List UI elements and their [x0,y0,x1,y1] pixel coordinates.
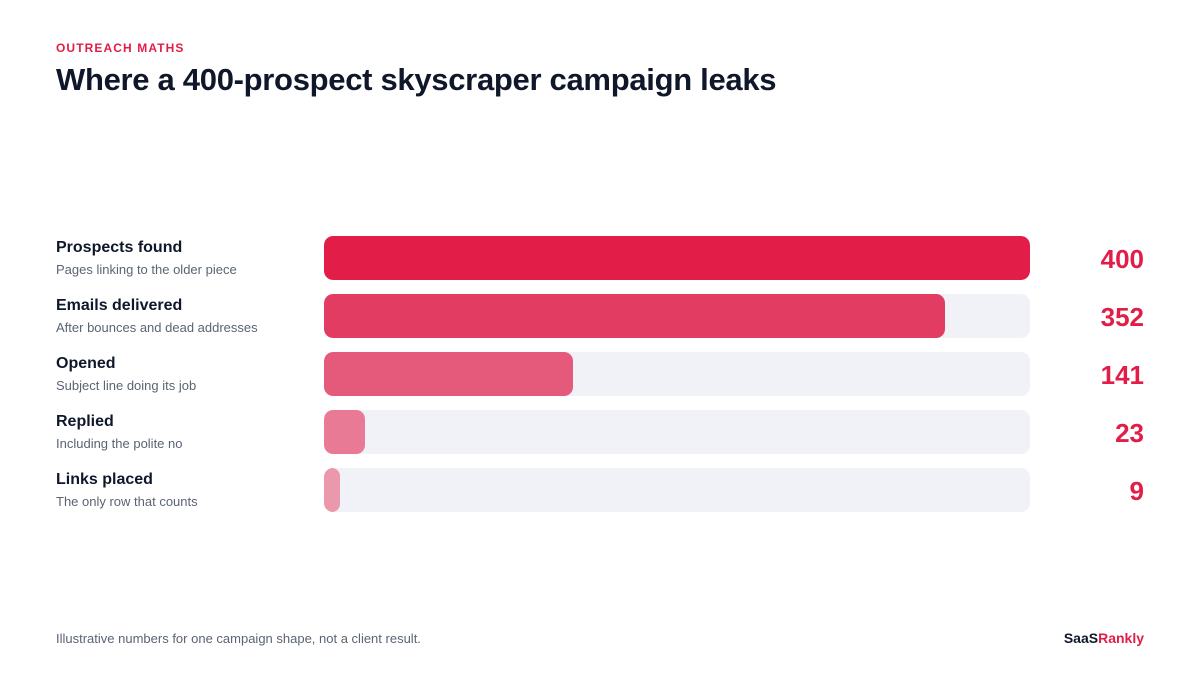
bar-category-subtitle: After bounces and dead addresses [56,320,258,335]
bar-label: Links placed The only row that counts [56,471,311,509]
bar-category-label: Opened [56,355,116,372]
bar-row: Emails delivered After bounces and dead a… [0,294,1200,338]
bar-category-label: Replied [56,413,114,430]
bar-label: Replied Including the polite no [56,413,311,451]
bar-row: Prospects found Pages linking to the olde… [0,236,1200,280]
bar-category-subtitle: Subject line doing its job [56,378,197,393]
eyebrow-label: OUTREACH MATHS [56,41,185,55]
bar [324,236,1030,280]
bar-track [324,410,1030,454]
bar-row: Opened Subject line doing its job 141 [0,352,1200,396]
brand-logo: SaaSRankly [1064,630,1144,646]
bar-label: Opened Subject line doing its job [56,355,311,393]
brand-logo-part-1: SaaS [1063,630,1099,646]
bar [324,468,340,512]
bar [324,352,573,396]
footnote: Illustrative numbers for one campaign sh… [56,631,421,646]
bar-track [324,294,1030,338]
bar-value-label: 400 [1100,244,1144,274]
bar-row: Links placed The only row that counts 9 [0,468,1200,512]
bar-track [324,352,1030,396]
bar-category-subtitle: The only row that counts [56,494,198,509]
bar-value-label: 23 [1115,418,1144,448]
bar [324,410,365,454]
bar-row: Replied Including the polite no 23 [0,410,1200,454]
bar-label: Prospects found Pages linking to the olde… [56,239,311,277]
bar-value-label: 9 [1129,476,1144,506]
bar-track [324,236,1030,280]
bar-category-subtitle: Pages linking to the older piece [56,262,237,277]
brand-logo-part-2: Rankly [1098,630,1144,646]
bar-value-label: 352 [1100,302,1144,332]
bar-category-subtitle: Including the polite no [56,436,183,451]
bar-category-label: Emails delivered [56,297,183,314]
chart-title: Where a 400-prospect skyscraper campaign… [56,62,777,97]
bar [324,294,945,338]
bar-category-label: Links placed [56,471,153,488]
bar-category-label: Prospects found [56,239,183,256]
bar-track [324,468,1030,512]
bar-value-label: 141 [1100,360,1144,390]
bar-label: Emails delivered After bounces and dead a… [56,297,311,335]
